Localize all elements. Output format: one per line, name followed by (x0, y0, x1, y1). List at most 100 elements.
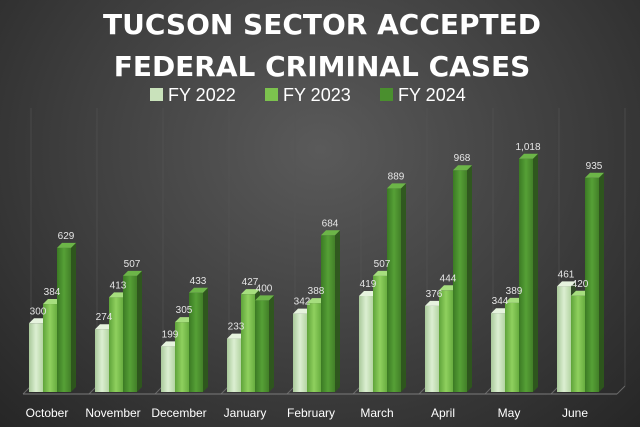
chart-title-line-2: FEDERAL CRIMINAL CASES (114, 50, 531, 83)
bar-front (293, 313, 307, 392)
bar-front (241, 294, 255, 392)
bar-top (387, 183, 406, 189)
bar-top (557, 281, 576, 287)
bar-front (123, 275, 137, 392)
bars (29, 153, 604, 392)
bar-side (467, 165, 472, 392)
bar-top (321, 230, 340, 236)
data-label: 344 (492, 296, 509, 307)
bar-front (307, 303, 321, 392)
data-label: 935 (586, 161, 603, 172)
bar-side (533, 153, 538, 392)
bar-front (571, 295, 585, 392)
bar-front (359, 296, 373, 392)
category-label: November (85, 406, 140, 420)
bar-front (227, 338, 241, 392)
category-label: March (360, 406, 393, 420)
data-label: 400 (256, 283, 273, 294)
data-label: 388 (308, 286, 325, 297)
data-label: 420 (572, 279, 589, 290)
bar-front (29, 323, 43, 392)
data-label: 1,018 (515, 142, 540, 153)
data-label: 507 (124, 259, 141, 270)
bar (57, 242, 76, 392)
bar-top (57, 242, 76, 248)
bar-side (203, 287, 208, 392)
bar-front (491, 313, 505, 392)
bar-side (269, 295, 274, 392)
data-label: 461 (558, 269, 575, 280)
bar-front (109, 297, 123, 392)
bar-front (175, 322, 189, 392)
bar-front (57, 247, 71, 392)
legend-label: FY 2022 (168, 85, 236, 105)
category-label: October (26, 406, 69, 420)
bar (189, 287, 208, 392)
bar (387, 183, 406, 392)
floor-divider (616, 385, 626, 395)
category-label: February (287, 406, 335, 420)
bar-side (71, 242, 76, 392)
bar-side (335, 230, 340, 392)
bar-front (161, 346, 175, 392)
legend-item-1: FY 2023 (265, 85, 351, 105)
data-label: 889 (388, 171, 405, 182)
bar-front (505, 302, 519, 392)
data-label: 444 (440, 273, 457, 284)
bar (255, 295, 274, 392)
bar-front (373, 275, 387, 392)
bar-side (599, 172, 604, 392)
data-label: 300 (30, 306, 47, 317)
data-label: 305 (176, 305, 193, 316)
bar-front (95, 329, 109, 392)
bar-top (189, 287, 208, 293)
bar-front (439, 290, 453, 392)
legend-swatch (265, 88, 278, 101)
bar (123, 270, 142, 392)
data-label: 274 (96, 312, 113, 323)
bar-front (519, 158, 533, 392)
bar-top (123, 270, 142, 276)
bar-front (189, 292, 203, 392)
bar-front (453, 170, 467, 392)
category-label: January (224, 406, 267, 420)
bar-top (241, 289, 260, 295)
data-label: 968 (454, 153, 471, 164)
category-axis: October November December January February Ma… (26, 406, 589, 420)
bar-top (453, 165, 472, 171)
data-label: 413 (110, 280, 127, 291)
bar-top (519, 153, 538, 159)
legend-swatch (150, 88, 163, 101)
legend-item-0: FY 2022 (150, 85, 236, 105)
data-label: 199 (162, 329, 179, 340)
bar-top (585, 172, 604, 178)
data-label: 342 (294, 297, 311, 308)
data-labels: 3003846292744135071993054332334274003423… (30, 142, 603, 341)
bar (453, 165, 472, 392)
data-label: 419 (360, 279, 377, 290)
data-label: 433 (190, 276, 207, 287)
category-label: June (562, 406, 588, 420)
data-label: 507 (374, 259, 391, 270)
bar-front (255, 300, 269, 392)
bar-front (321, 235, 335, 392)
bar-side (137, 270, 142, 392)
bar-front (43, 304, 57, 392)
legend-label: FY 2024 (398, 85, 466, 105)
bar-front (387, 188, 401, 392)
category-label: May (498, 406, 521, 420)
bar (585, 172, 604, 392)
category-label: April (431, 406, 455, 420)
legend-item-2: FY 2024 (380, 85, 466, 105)
category-label: December (151, 406, 206, 420)
bar-front (557, 286, 571, 392)
bar-front (585, 177, 599, 392)
bar-front (425, 305, 439, 392)
chart-title-line-1: TUCSON SECTOR ACCEPTED (103, 8, 541, 41)
legend: FY 2022 FY 2023 FY 2024 (150, 85, 466, 105)
data-label: 629 (58, 231, 75, 242)
bar (519, 153, 538, 392)
data-label: 384 (44, 287, 61, 298)
data-label: 389 (506, 286, 523, 297)
